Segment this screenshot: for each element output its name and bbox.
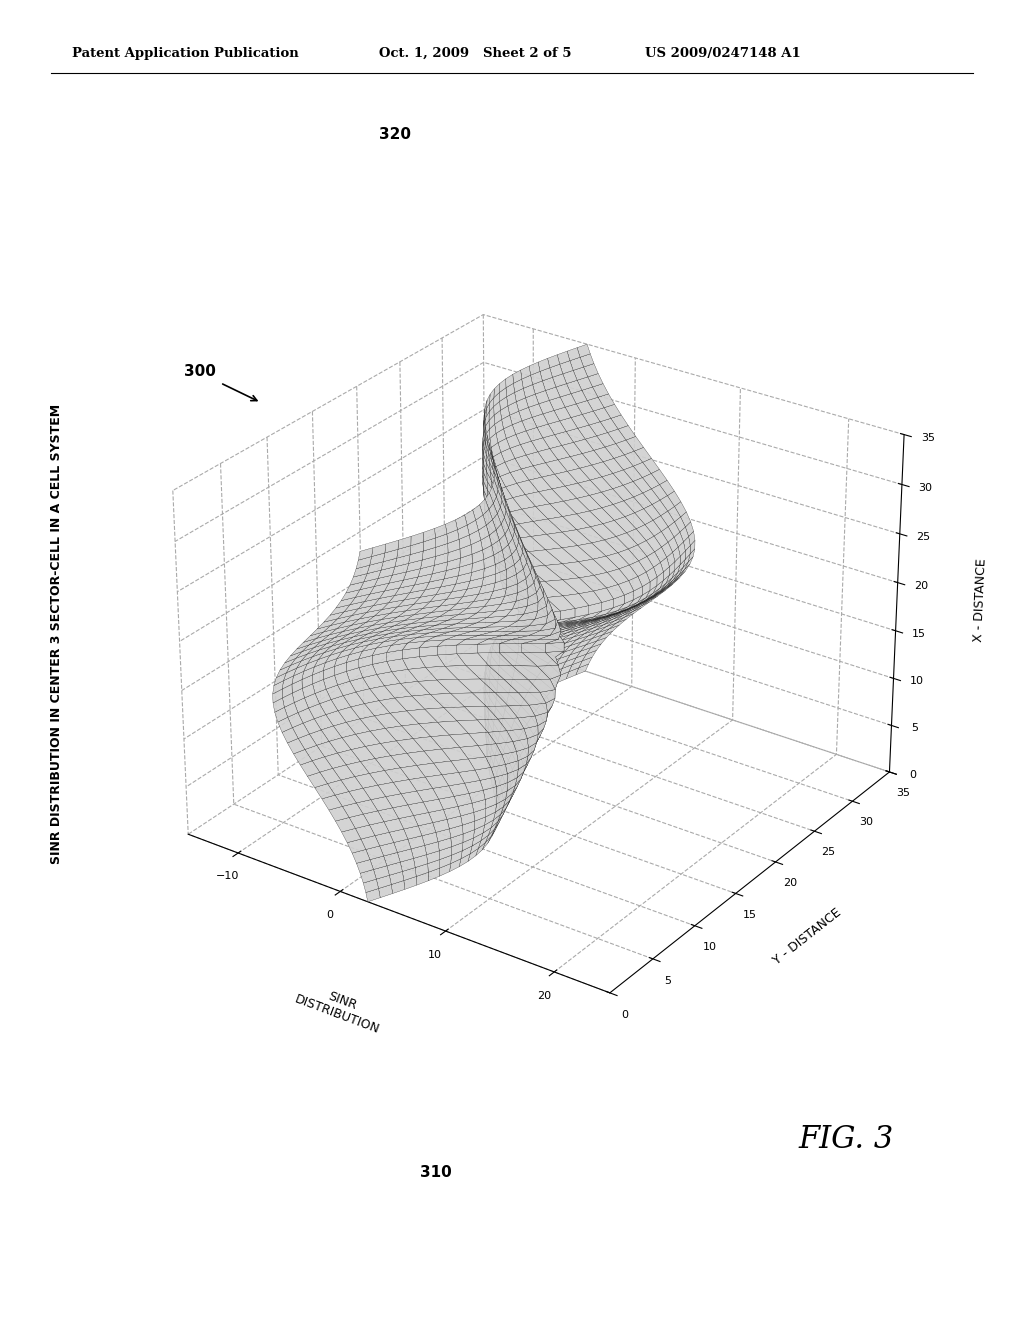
Text: 300: 300 xyxy=(184,364,216,379)
Text: Patent Application Publication: Patent Application Publication xyxy=(72,46,298,59)
Text: SINR DISTRIBUTION IN CENTER 3 SECTOR-CELL IN A CELL SYSTEM: SINR DISTRIBUTION IN CENTER 3 SECTOR-CEL… xyxy=(50,404,62,863)
Text: 310: 310 xyxy=(420,1166,452,1180)
Text: Oct. 1, 2009   Sheet 2 of 5: Oct. 1, 2009 Sheet 2 of 5 xyxy=(379,46,571,59)
Y-axis label: Y - DISTANCE: Y - DISTANCE xyxy=(771,906,844,968)
Text: FIG. 3: FIG. 3 xyxy=(799,1125,894,1155)
X-axis label: SINR
DISTRIBUTION: SINR DISTRIBUTION xyxy=(293,978,387,1036)
Text: 320: 320 xyxy=(379,127,411,141)
Text: US 2009/0247148 A1: US 2009/0247148 A1 xyxy=(645,46,801,59)
